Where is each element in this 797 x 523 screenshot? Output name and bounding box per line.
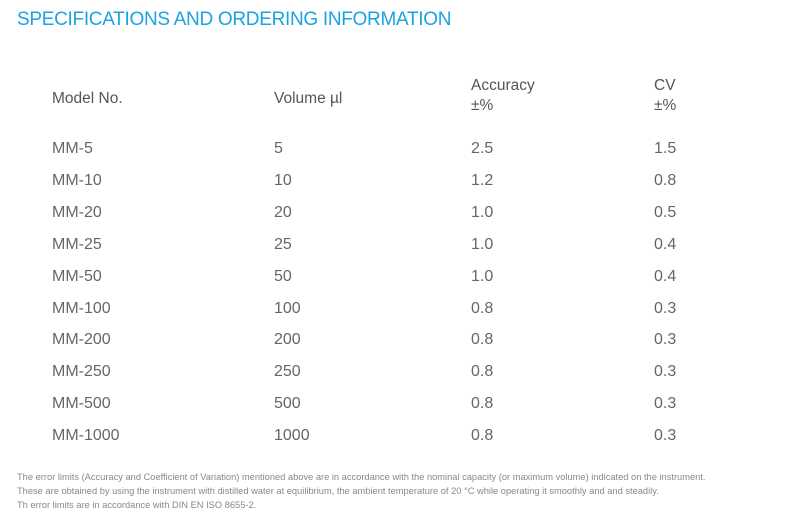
cell-model: MM-250	[52, 363, 111, 381]
cell-accuracy: 0.8	[471, 395, 494, 413]
header-cv: CV ±%	[654, 76, 676, 116]
cell-model: MM-50	[52, 267, 102, 285]
cell-cv: 1.5	[654, 140, 677, 157]
cell-volume: 25	[274, 235, 292, 253]
cell-accuracy: 1.0	[471, 203, 494, 221]
footnote: These are obtained by using the instrume…	[17, 486, 659, 496]
cell-volume: 5	[274, 140, 283, 157]
cell-accuracy: 0.8	[471, 331, 494, 349]
header-accuracy: Accuracy ±%	[471, 76, 535, 116]
cell-cv: 0.3	[654, 395, 677, 413]
cell-model: MM-100	[52, 299, 111, 317]
cell-model: MM-5	[52, 140, 93, 157]
header-accuracy-unit: ±%	[471, 97, 494, 114]
cell-cv: 0.3	[654, 363, 677, 381]
cell-model: MM-10	[52, 171, 102, 189]
cell-model: MM-25	[52, 235, 102, 253]
table-row: MM-200 200 0.8 0.3	[0, 331, 797, 355]
cell-volume: 50	[274, 267, 292, 285]
table-row: MM-25 25 1.0 0.4	[0, 236, 797, 260]
page-title: SPECIFICATIONS AND ORDERING INFORMATION	[17, 9, 452, 30]
cell-accuracy: 1.2	[471, 171, 494, 189]
table-row: MM-250 250 0.8 0.3	[0, 363, 797, 387]
cell-cv: 0.3	[654, 331, 677, 349]
table-row: MM-100 100 0.8 0.3	[0, 300, 797, 324]
table-row: MM-50 50 1.0 0.4	[0, 268, 797, 292]
cell-accuracy: 2.5	[471, 140, 494, 157]
table-row: MM-5 5 2.5 1.5	[0, 140, 797, 164]
cell-accuracy: 0.8	[471, 299, 494, 317]
header-volume: Volume µl	[274, 90, 343, 107]
cell-model: MM-20	[52, 203, 102, 221]
cell-accuracy: 1.0	[471, 235, 494, 253]
cell-volume: 500	[274, 395, 301, 413]
cell-cv: 0.3	[654, 427, 677, 445]
table-row: MM-1000 1000 0.8 0.3	[0, 427, 797, 451]
cell-accuracy: 1.0	[471, 267, 494, 285]
cell-cv: 0.4	[654, 235, 677, 253]
footnotes: The error limits (Accuracy and Coefficie…	[17, 470, 705, 512]
cell-accuracy: 0.8	[471, 427, 494, 445]
cell-volume: 1000	[274, 427, 310, 445]
header-accuracy-label: Accuracy	[471, 77, 535, 94]
header-cv-unit: ±%	[654, 97, 677, 114]
cell-model: MM-500	[52, 395, 111, 413]
table-row: MM-20 20 1.0 0.5	[0, 204, 797, 228]
cell-cv: 0.3	[654, 299, 677, 317]
cell-model: MM-200	[52, 331, 111, 349]
cell-volume: 10	[274, 171, 292, 189]
table-row: MM-10 10 1.2 0.8	[0, 172, 797, 196]
cell-volume: 20	[274, 203, 292, 221]
table-row: MM-500 500 0.8 0.3	[0, 395, 797, 419]
cell-model: MM-1000	[52, 427, 120, 445]
cell-cv: 0.4	[654, 267, 677, 285]
footnote: Th error limits are in accordance with D…	[17, 500, 257, 510]
cell-cv: 0.8	[654, 171, 677, 189]
cell-accuracy: 0.8	[471, 363, 494, 381]
cell-volume: 100	[274, 299, 301, 317]
footnote: The error limits (Accuracy and Coefficie…	[17, 472, 706, 482]
header-cv-label: CV	[654, 77, 676, 94]
cell-volume: 250	[274, 363, 301, 381]
cell-volume: 200	[274, 331, 301, 349]
header-model: Model No.	[52, 90, 123, 107]
cell-cv: 0.5	[654, 203, 677, 221]
